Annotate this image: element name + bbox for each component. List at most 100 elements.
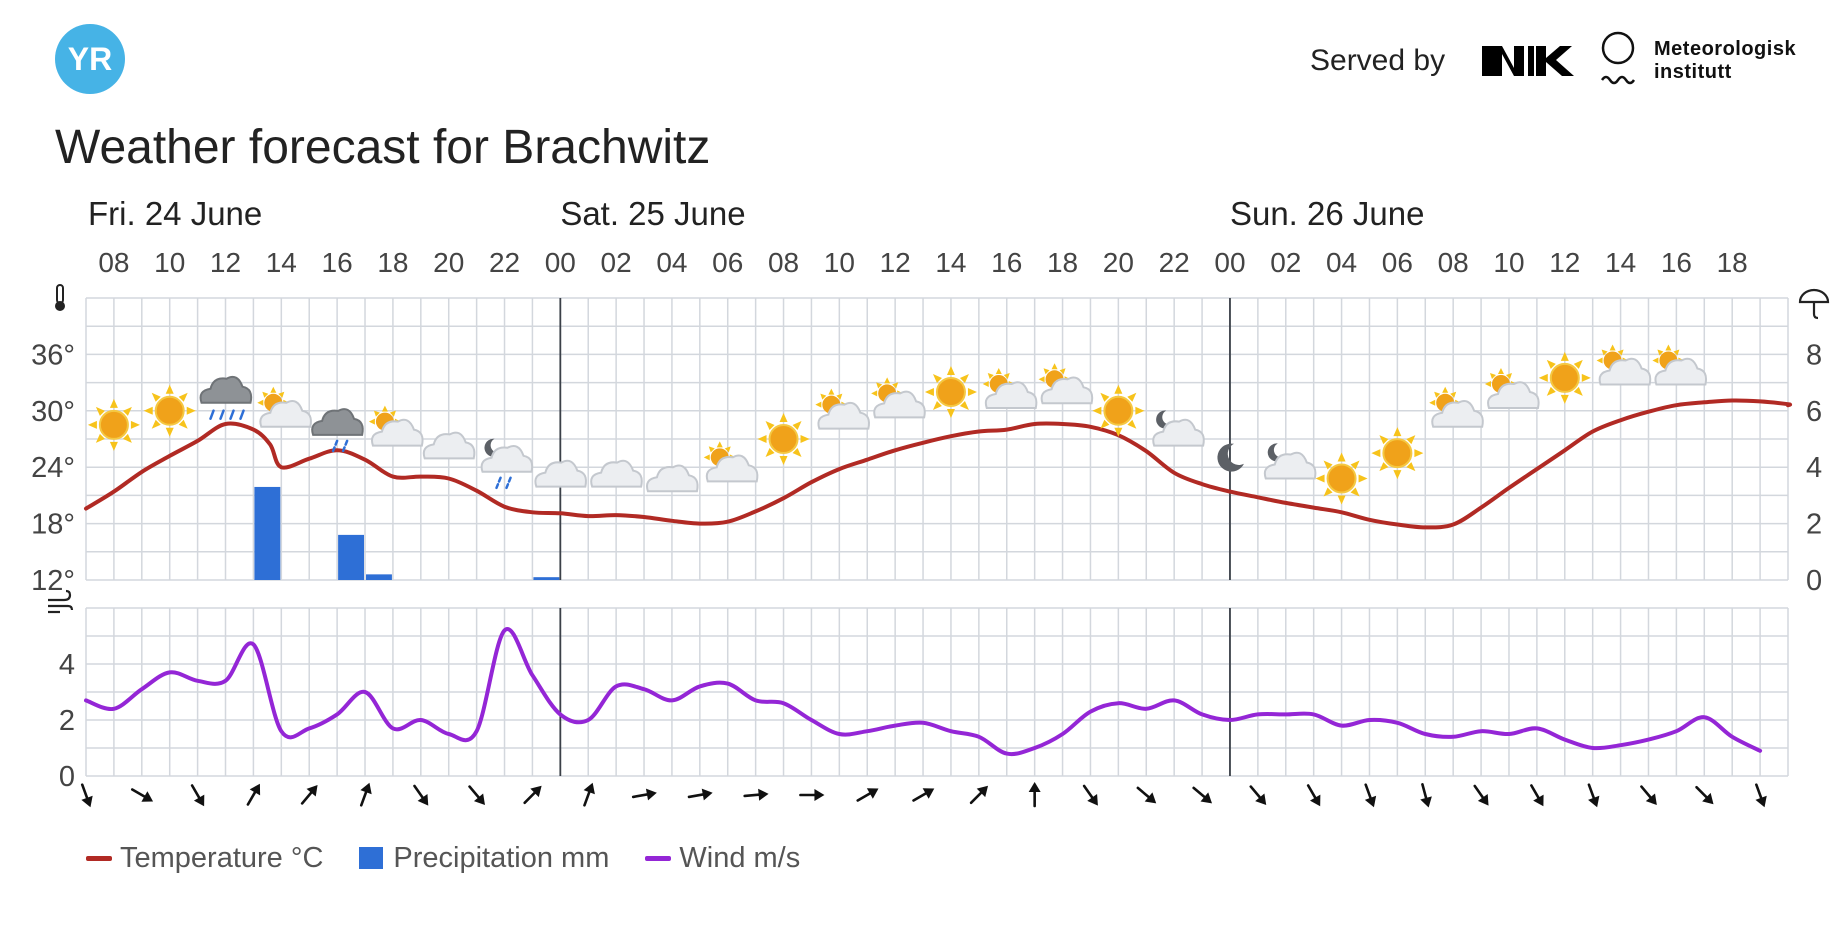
- precipitation-bar: [366, 574, 392, 580]
- day-label: Sat. 25 June: [560, 195, 745, 232]
- wind-arrow-head: [1255, 793, 1267, 805]
- hour-tick-label: 10: [1493, 247, 1524, 278]
- legend-precipitation-label: Precipitation mm: [393, 841, 610, 874]
- wind-arrow-head: [758, 788, 769, 801]
- wind-arrow: [1640, 785, 1657, 805]
- wind-arrow: [856, 788, 879, 802]
- wind-arrow-head: [1645, 793, 1657, 805]
- wind-arrow-head: [1588, 795, 1600, 808]
- temperature-line: [84, 398, 1793, 530]
- wind-arrow-head: [1533, 794, 1544, 807]
- yr-logo-text: YR: [68, 41, 112, 77]
- legend-temperature-label: Temperature °C: [120, 841, 324, 874]
- wind-arrow: [1755, 783, 1767, 808]
- weather-symbols: [88, 345, 1706, 505]
- wind-arrow: [190, 784, 205, 807]
- wind-arrow-head: [141, 791, 154, 802]
- wind-arrow-head: [1702, 792, 1714, 805]
- wind-arrow-head: [1087, 794, 1098, 806]
- wind-arrow: [631, 788, 657, 801]
- wind-arrow: [1136, 786, 1157, 804]
- cloud-icon: [591, 461, 642, 487]
- wind-tick-label: 0: [59, 761, 75, 793]
- met-institute-logo[interactable]: [1598, 30, 1638, 90]
- header: YR Served by Meteorologisk institutt: [0, 0, 1839, 120]
- wind-arrow-head: [249, 783, 261, 796]
- precipitation-bar: [254, 486, 281, 580]
- temperature-tick-label: 30°: [31, 396, 75, 428]
- wind-arrow: [1364, 783, 1377, 808]
- wind-arrow: [413, 784, 429, 806]
- partly-cloudy-icon: [369, 406, 423, 446]
- wind-arrow: [1082, 784, 1098, 806]
- met-name-line2: institutt: [1654, 61, 1732, 83]
- day-label: Sun. 26 June: [1230, 195, 1425, 232]
- legend-temperature-swatch: [86, 855, 112, 861]
- wind-y-axis: 0 2 4: [59, 649, 75, 793]
- wind-arrow-head: [360, 782, 372, 795]
- wind-arrow-head: [530, 785, 542, 798]
- sun-icon: [88, 399, 140, 451]
- wind-arrow: [1695, 785, 1714, 805]
- wind-tick-label: 2: [59, 705, 75, 737]
- hour-tick-label: 04: [1326, 247, 1357, 278]
- met-name-line1: Meteorologisk: [1654, 38, 1797, 60]
- legend-wind-label: Wind m/s: [679, 841, 801, 874]
- precipitation-tick-label: 4: [1806, 452, 1822, 484]
- hour-tick-label: 14: [266, 247, 297, 278]
- cloud-icon: [424, 433, 475, 459]
- wind-arrow: [359, 782, 372, 807]
- hour-tick-label: 08: [1438, 247, 1469, 278]
- wind-arrow-head: [1477, 794, 1489, 806]
- temperature-tick-label: 12°: [31, 565, 75, 597]
- wind-arrow-head: [814, 789, 825, 801]
- wind-arrow: [1587, 783, 1600, 808]
- nrk-logo[interactable]: [1480, 40, 1576, 80]
- day-labels: Fri. 24 June Sat. 25 June Sun. 26 June: [88, 195, 1424, 232]
- night-cloudy-icon: [1153, 411, 1204, 446]
- partly-cloudy-icon: [1597, 345, 1651, 385]
- legend: Temperature °C Precipitation mm Wind m/s: [86, 838, 836, 878]
- partly-cloudy-icon: [257, 387, 311, 427]
- hour-tick-label: 12: [880, 247, 911, 278]
- hour-tick-label: 02: [1270, 247, 1301, 278]
- sun-icon: [1316, 452, 1368, 504]
- wind-arrow: [80, 783, 93, 808]
- partly-cloudy-icon: [871, 377, 925, 417]
- hour-tick-label: 16: [322, 247, 353, 278]
- wind-arrow-head: [1755, 795, 1767, 808]
- legend-wind: Wind m/s: [645, 842, 800, 875]
- thermometer-icon: [55, 284, 65, 311]
- wind-arrow: [1192, 786, 1213, 804]
- yr-logo-circle: [55, 24, 125, 94]
- hour-tick-label: 16: [1661, 247, 1692, 278]
- hour-tick-label: 18: [1717, 247, 1748, 278]
- partly-cloudy-icon: [983, 368, 1037, 408]
- hour-tick-label: 00: [1214, 247, 1245, 278]
- hour-tick-label: 10: [824, 247, 855, 278]
- night-cloudy-icon: [1265, 443, 1316, 478]
- sun-icon: [758, 413, 810, 465]
- wind-arrow: [130, 788, 154, 802]
- temperature-panel-grid: [85, 297, 1789, 581]
- wind-arrow-head: [1200, 792, 1213, 804]
- wind-arrow: [743, 788, 769, 801]
- hour-tick-label: 06: [712, 247, 743, 278]
- wind-arrow-head: [193, 794, 205, 807]
- wind-arrow: [246, 783, 261, 806]
- wind-arrow-head: [1028, 782, 1041, 792]
- hour-tick-label: 10: [154, 247, 185, 278]
- cloud-icon: [647, 466, 698, 492]
- wind-arrow: [1306, 784, 1321, 807]
- hour-tick-label: 08: [98, 247, 129, 278]
- wind-arrow-head: [473, 793, 485, 805]
- yr-logo[interactable]: YR: [55, 24, 125, 94]
- wind-arrow: [1530, 784, 1544, 807]
- partly-cloudy-icon: [1485, 368, 1539, 408]
- legend-precipitation-swatch: [359, 847, 384, 869]
- wind-arrow-head: [306, 785, 318, 797]
- legend-temperature: Temperature °C: [86, 842, 323, 875]
- forecast-chart: Fri. 24 June Sat. 25 June Sun. 26 June 08 1…: [31, 195, 1830, 808]
- temperature-y-axis: 12° 18° 24° 30° 36°: [31, 339, 75, 597]
- wind-arrow-head: [866, 788, 879, 799]
